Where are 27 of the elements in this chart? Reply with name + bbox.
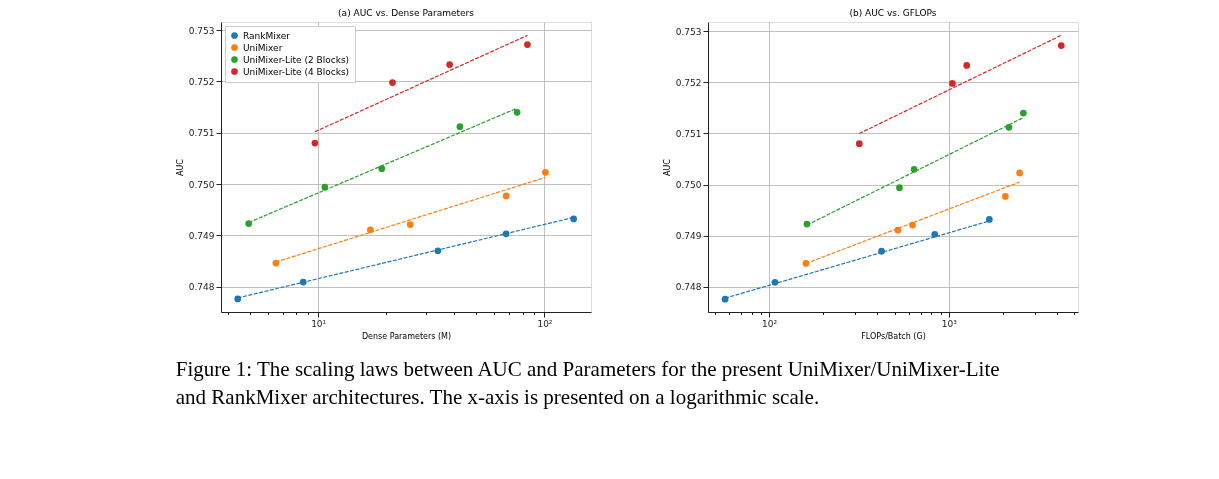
y-tick-label: 0.748: [188, 282, 215, 293]
x-tick-label: 10²: [761, 318, 778, 329]
x-axis-title: Dense Parameters (M): [361, 331, 452, 341]
y-tick-label: 0.753: [675, 26, 702, 37]
y-axis-title: AUC: [662, 158, 672, 176]
x-tick-label: 10¹: [311, 318, 327, 329]
y-tick-label: 0.753: [188, 25, 215, 36]
y-tick-label: 0.751: [675, 129, 702, 139]
legend-label: UniMixer-Lite (4 Blocks): [243, 66, 350, 77]
x-axis-title: FLOPs/Batch (G): [861, 331, 926, 341]
y-tick-label: 0.752: [675, 77, 702, 88]
y-tick-label: 0.750: [188, 179, 215, 190]
legend-label: RankMixer: [243, 30, 291, 41]
legend-label: UniMixer-Lite (2 Blocks): [243, 54, 350, 65]
chart-title: (b) AUC vs. GFLOPs: [849, 8, 937, 18]
y-tick-label: 0.752: [188, 77, 215, 87]
y-tick-label: 0.750: [675, 180, 702, 191]
y-tick-label: 0.749: [188, 230, 215, 241]
chart-title: (a) AUC vs. Dense Parameters: [338, 8, 475, 18]
legend-label: UniMixer: [243, 42, 283, 53]
x-tick-label: 10³: [941, 318, 958, 329]
y-tick-label: 0.749: [675, 231, 702, 242]
x-tick-label: 10²: [537, 318, 553, 329]
y-tick-label: 0.751: [188, 128, 215, 139]
y-tick-label: 0.748: [675, 282, 702, 293]
caption: Figure 1: The scaling laws between AUC and Parameters for the present UniMixer/UniMixer-Lite and RankMixer architectures. The x-axis is presented on a logarithmic scale.: [175, 356, 1000, 409]
y-axis-title: AUC: [175, 158, 185, 176]
